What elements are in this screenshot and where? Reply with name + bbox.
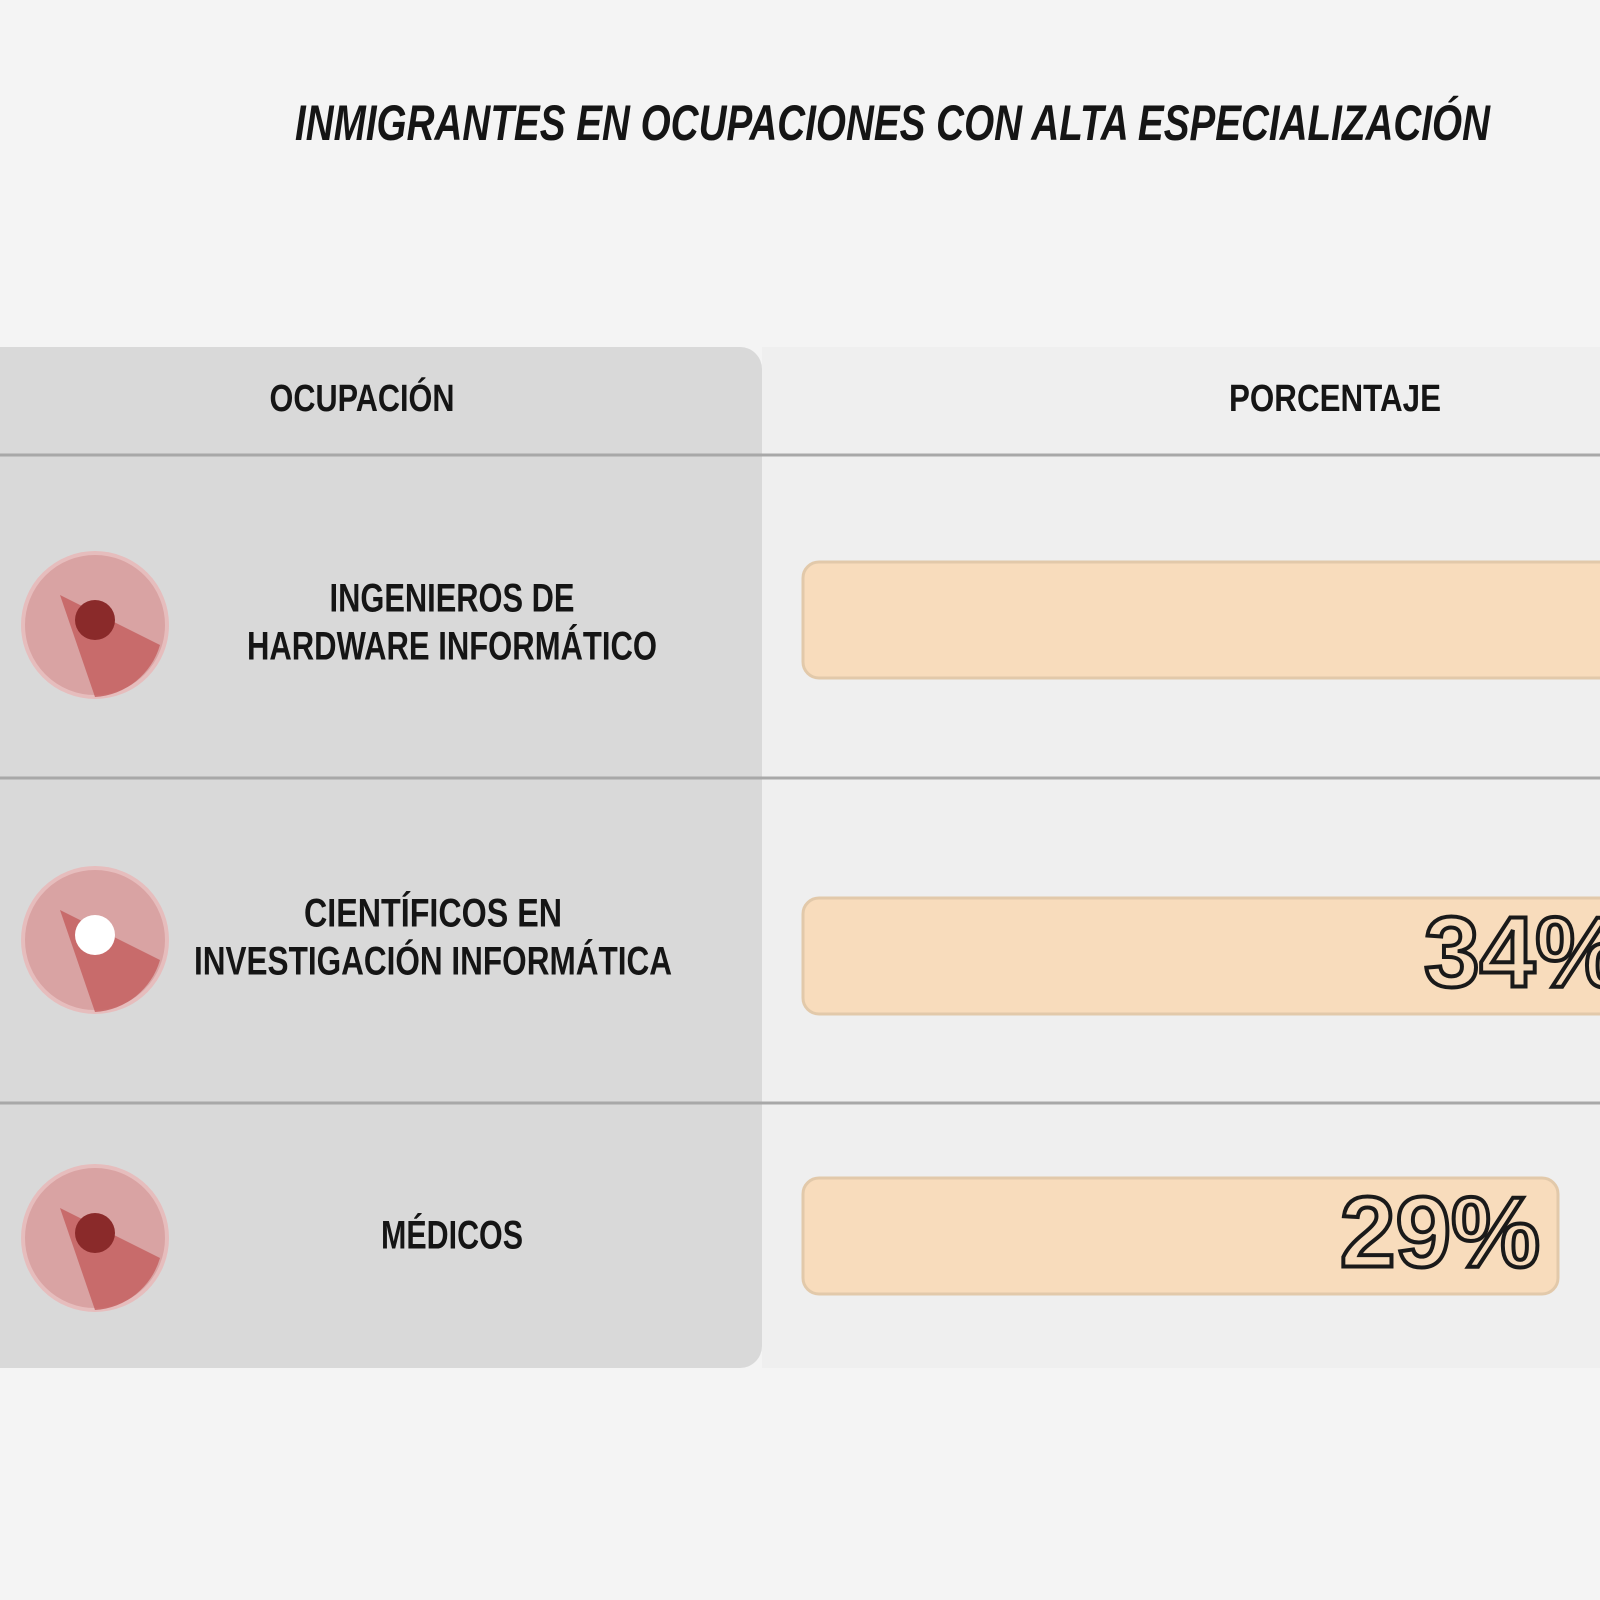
icon-detail (75, 1213, 115, 1253)
icon-detail (75, 600, 115, 640)
occupation-label: INGENIEROS DE (330, 577, 575, 621)
title: INMIGRANTES EN OCUPACIONES CON ALTA ESPE… (295, 95, 1491, 151)
percentage-bar (801, 1176, 1560, 1296)
header-occupation: OCUPACIÓN (270, 376, 455, 420)
icon-detail (75, 915, 115, 955)
percentage-label: 29% (1340, 1176, 1540, 1288)
percentage-bar (801, 560, 1600, 680)
header-percentage: PORCENTAJE (1229, 378, 1441, 420)
occupation-label: HARDWARE INFORMÁTICO (247, 624, 657, 669)
percentage-bar (801, 896, 1600, 1016)
occupation-label: INVESTIGACIÓN INFORMÁTICA (194, 938, 672, 984)
occupation-label: CIENTÍFICOS EN (304, 891, 562, 936)
occupation-panel (0, 347, 762, 1368)
occupation-label: MÉDICOS (381, 1213, 523, 1258)
percentage-label: 34% (1424, 896, 1600, 1008)
